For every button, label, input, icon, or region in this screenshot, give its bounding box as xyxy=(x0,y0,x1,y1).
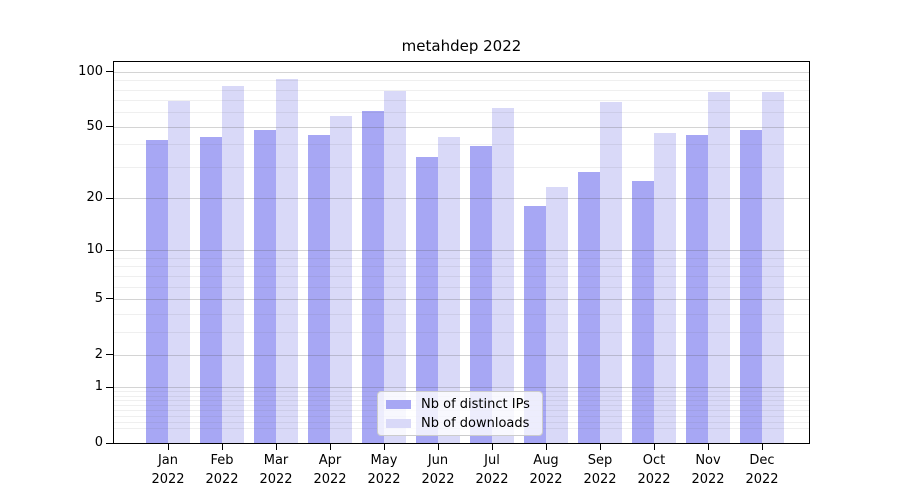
gridline-major xyxy=(114,71,809,73)
legend-row-downloads: Nb of downloads xyxy=(386,416,534,431)
bar-distinct-ips-jun xyxy=(416,157,438,443)
y-tick xyxy=(106,249,113,251)
x-tick xyxy=(653,444,655,450)
x-tick xyxy=(221,444,223,450)
bar-distinct-ips-sep xyxy=(578,172,600,443)
x-tick-label: Jun 2022 xyxy=(421,453,455,487)
grid-layer xyxy=(114,62,809,443)
plot-area xyxy=(113,61,810,444)
gridline-minor xyxy=(114,286,809,288)
bar-downloads-nov xyxy=(708,91,730,443)
x-tick xyxy=(545,444,547,450)
bar-distinct-ips-apr xyxy=(308,135,330,443)
y-tick xyxy=(106,126,113,128)
gridline-minor xyxy=(114,313,809,315)
gridline-major xyxy=(114,198,809,200)
bar-distinct-ips-aug xyxy=(524,206,546,443)
legend: Nb of distinct IPs Nb of downloads xyxy=(377,391,543,436)
y-tick xyxy=(106,71,113,73)
x-tick-label: Feb 2022 xyxy=(205,453,239,487)
legend-label-distinct-ips: Nb of distinct IPs xyxy=(421,396,530,412)
gridline-minor xyxy=(114,144,809,146)
bar-downloads-jan xyxy=(168,101,190,443)
bar-downloads-mar xyxy=(276,79,298,443)
bar-downloads-aug xyxy=(546,187,568,443)
x-tick-label: Mar 2022 xyxy=(259,453,293,487)
gridline-minor xyxy=(114,80,809,82)
bar-downloads-oct xyxy=(654,133,676,443)
bar-distinct-ips-mar xyxy=(254,129,276,443)
bar-distinct-ips-jul xyxy=(470,146,492,443)
y-tick-label: 10 xyxy=(86,242,103,258)
gridline-minor xyxy=(114,112,809,114)
gridline-minor xyxy=(114,166,809,168)
x-tick xyxy=(437,444,439,450)
y-tick-label: 50 xyxy=(86,118,103,134)
bar-downloads-apr xyxy=(330,116,352,443)
bar-distinct-ips-feb xyxy=(200,136,222,443)
y-tick-label: 100 xyxy=(78,63,103,79)
x-tick-label: Nov 2022 xyxy=(691,453,725,487)
gridline-major xyxy=(114,250,809,252)
x-tick xyxy=(761,444,763,450)
legend-label-downloads: Nb of downloads xyxy=(421,415,530,431)
gridline-minor xyxy=(114,257,809,259)
y-tick xyxy=(106,386,113,388)
x-tick-label: Apr 2022 xyxy=(313,453,347,487)
bar-downloads-feb xyxy=(222,85,244,443)
y-tick xyxy=(106,197,113,199)
x-tick-label: Jul 2022 xyxy=(475,453,509,487)
legend-row-ips: Nb of distinct IPs xyxy=(386,397,534,412)
x-tick xyxy=(167,444,169,450)
y-tick-label: 2 xyxy=(94,346,103,362)
gridline-minor xyxy=(114,100,809,102)
bar-distinct-ips-dec xyxy=(740,129,762,443)
gridline-major xyxy=(114,298,809,300)
x-tick xyxy=(275,444,277,450)
x-tick xyxy=(383,444,385,450)
gridline-minor xyxy=(114,266,809,268)
bar-distinct-ips-may xyxy=(362,111,384,443)
gridline-major xyxy=(114,354,809,356)
gridline-minor xyxy=(114,331,809,333)
x-tick xyxy=(491,444,493,450)
y-tick xyxy=(106,442,113,444)
x-tick-label: Jan 2022 xyxy=(151,453,185,487)
y-tick-label: 20 xyxy=(86,190,103,206)
legend-swatch-downloads xyxy=(386,418,411,428)
chart-title: metahdep 2022 xyxy=(401,37,522,55)
x-tick xyxy=(707,444,709,450)
x-tick-label: Aug 2022 xyxy=(529,453,563,487)
x-tick-label: Sep 2022 xyxy=(583,453,617,487)
y-tick-label: 1 xyxy=(94,379,103,395)
gridline-major xyxy=(114,126,809,128)
gridline-minor xyxy=(114,89,809,91)
bar-distinct-ips-nov xyxy=(686,135,708,443)
bar-downloads-dec xyxy=(762,91,784,443)
legend-swatch-distinct-ips xyxy=(386,399,411,409)
y-tick xyxy=(106,298,113,300)
bar-downloads-jul xyxy=(492,108,514,443)
bar-downloads-may xyxy=(384,90,406,443)
bar-downloads-jun xyxy=(438,136,460,443)
x-tick-label: May 2022 xyxy=(367,453,401,487)
y-tick xyxy=(106,354,113,356)
bar-distinct-ips-jan xyxy=(146,140,168,443)
gridline-minor xyxy=(114,275,809,277)
y-tick-label: 0 xyxy=(94,435,103,450)
gridline-major xyxy=(114,387,809,389)
x-tick-label: Dec 2022 xyxy=(745,453,779,487)
x-tick xyxy=(599,444,601,450)
bar-distinct-ips-oct xyxy=(632,180,654,443)
x-tick xyxy=(329,444,331,450)
bar-downloads-sep xyxy=(600,102,622,443)
x-tick-label: Oct 2022 xyxy=(637,453,671,487)
bars-layer xyxy=(114,62,809,443)
y-tick-label: 5 xyxy=(94,290,103,306)
